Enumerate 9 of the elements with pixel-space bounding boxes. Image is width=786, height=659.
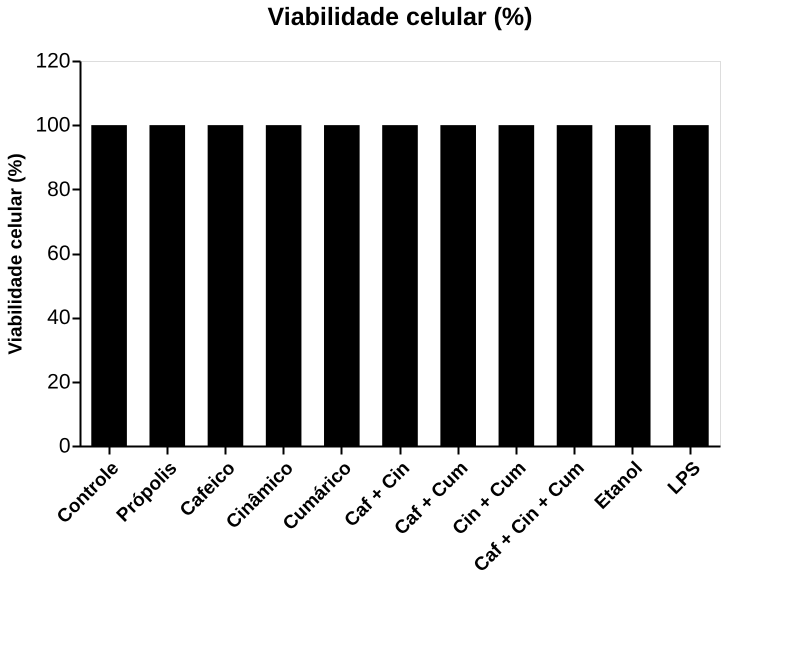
- y-axis-title: Viabilidade celular (%): [5, 153, 26, 355]
- y-tick-label: 20: [47, 370, 70, 394]
- y-tick-label: 0: [58, 434, 70, 458]
- y-tick-label: 60: [47, 242, 70, 265]
- y-tick-label: 100: [35, 114, 70, 137]
- y-tick-label: 40: [47, 306, 70, 330]
- y-tick-label: 80: [47, 178, 70, 201]
- y-tick-label: 120: [35, 50, 70, 72]
- chart-title: Viabilidade celular (%): [268, 3, 532, 31]
